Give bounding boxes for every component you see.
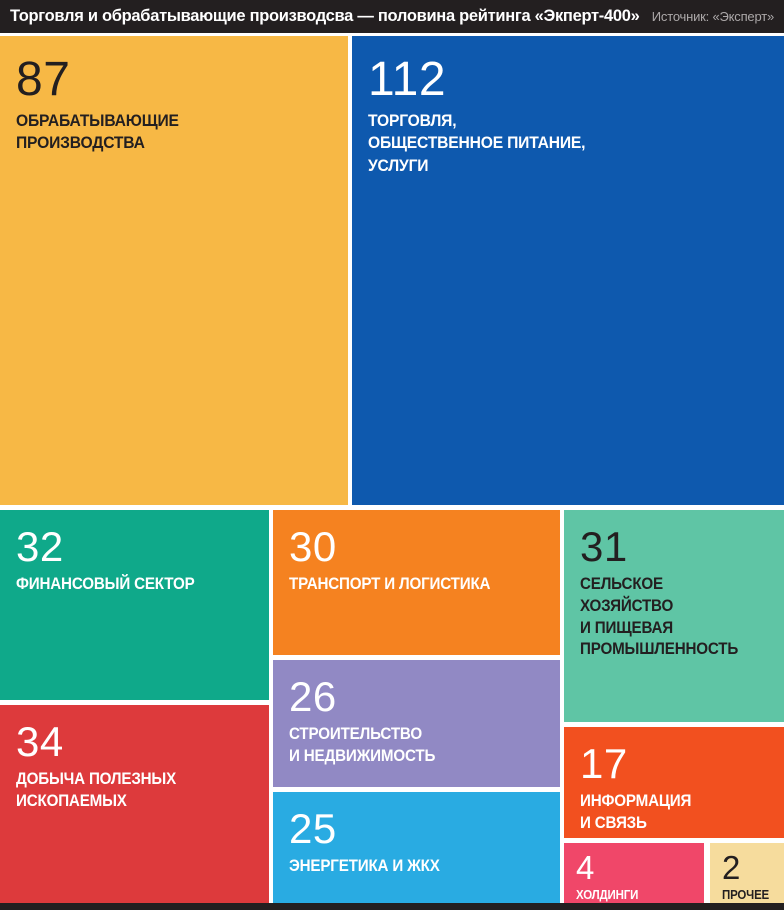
treemap-tile-information-communication: 17 ИНФОРМАЦИЯ И СВЯЗЬ bbox=[564, 727, 784, 838]
header-bar: Торговля и обрабатывающие производсва — … bbox=[0, 0, 784, 33]
tile-value: 25 bbox=[289, 805, 337, 852]
treemap-tile-energy-utilities: 25 ЭНЕРГЕТИКА И ЖКХ bbox=[273, 792, 560, 903]
treemap-tile-agriculture-food: 31 СЕЛЬСКОЕ ХОЗЯЙСТВО И ПИЩЕВАЯ ПРОМЫШЛЕ… bbox=[564, 510, 784, 722]
treemap-tile-holdings: 4 ХОЛДИНГИ bbox=[564, 843, 704, 903]
tile-value: 31 bbox=[580, 523, 628, 570]
treemap-tile-manufacturing: 87 ОБРАБАТЫВАЮЩИЕ ПРОИЗВОДСТВА bbox=[0, 36, 348, 505]
tile-label: СТРОИТЕЛЬСТВО И НЕДВИЖИМОСТЬ bbox=[289, 725, 436, 765]
tile-label: ТОРГОВЛЯ, ОБЩЕСТВЕННОЕ ПИТАНИЕ, УСЛУГИ bbox=[368, 111, 586, 175]
tile-value: 32 bbox=[16, 523, 64, 570]
treemap-tile-financial-sector: 32 ФИНАНСОВЫЙ СЕКТОР bbox=[0, 510, 269, 700]
tile-value: 2 bbox=[722, 849, 741, 886]
tile-value: 87 bbox=[16, 53, 71, 106]
tile-label: ТРАНСПОРТ И ЛОГИСТИКА bbox=[289, 575, 491, 593]
treemap-tile-construction-realestate: 26 СТРОИТЕЛЬСТВО И НЕДВИЖИМОСТЬ bbox=[273, 660, 560, 787]
treemap-tile-mining: 34 ДОБЫЧА ПОЛЕЗНЫХ ИСКОПАЕМЫХ bbox=[0, 705, 269, 903]
tile-label: СЕЛЬСКОЕ ХОЗЯЙСТВО И ПИЩЕВАЯ ПРОМЫШЛЕННО… bbox=[580, 575, 739, 659]
tile-value: 34 bbox=[16, 718, 64, 765]
footer-bar bbox=[0, 903, 784, 910]
treemap-tile-other: 2 ПРОЧЕЕ bbox=[710, 843, 784, 903]
page-title: Торговля и обрабатывающие производсва — … bbox=[10, 7, 640, 25]
tile-label: ИНФОРМАЦИЯ И СВЯЗЬ bbox=[580, 792, 692, 832]
tile-value: 17 bbox=[580, 740, 628, 787]
treemap-tile-trade-services: 112 ТОРГОВЛЯ, ОБЩЕСТВЕННОЕ ПИТАНИЕ, УСЛУ… bbox=[352, 36, 784, 505]
tile-label: ПРОЧЕЕ bbox=[722, 888, 770, 902]
tile-value: 30 bbox=[289, 523, 337, 570]
tile-value: 112 bbox=[368, 53, 447, 106]
tile-label: ФИНАНСОВЫЙ СЕКТОР bbox=[16, 575, 195, 593]
tile-value: 4 bbox=[576, 849, 595, 886]
tile-value: 26 bbox=[289, 673, 337, 720]
tile-label: ХОЛДИНГИ bbox=[576, 888, 639, 902]
source-label: Источник: «Эксперт» bbox=[651, 9, 774, 24]
tile-label: ДОБЫЧА ПОЛЕЗНЫХ ИСКОПАЕМЫХ bbox=[16, 770, 177, 810]
tile-label: ЭНЕРГЕТИКА И ЖКХ bbox=[289, 857, 440, 875]
tile-label: ОБРАБАТЫВАЮЩИЕ ПРОИЗВОДСТВА bbox=[16, 111, 179, 153]
treemap-tile-transport-logistics: 30 ТРАНСПОРТ И ЛОГИСТИКА bbox=[273, 510, 560, 655]
